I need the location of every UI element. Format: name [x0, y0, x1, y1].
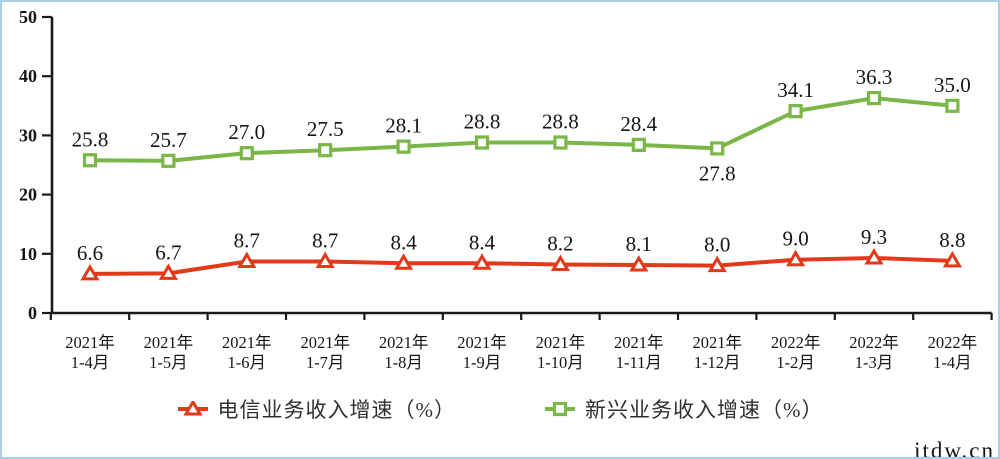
data-label-telecom: 8.8: [939, 228, 965, 252]
square-marker-emerging: [82, 153, 98, 168]
y-tick-label: 0: [28, 303, 37, 323]
triangle-marker-telecom: [942, 250, 963, 268]
data-label-telecom: 8.2: [547, 231, 573, 255]
x-category-label: 2021年 1-4月: [65, 333, 115, 372]
triangle-marker-icon: [177, 401, 208, 416]
x-category-label: 2022年 1-2月: [771, 333, 821, 372]
legend-label-telecom: 电信业务收入增速（%）: [217, 398, 456, 422]
square-marker-emerging: [866, 91, 882, 106]
y-tick-label: 30: [19, 125, 37, 145]
triangle-marker-telecom: [393, 253, 414, 270]
square-marker-emerging: [631, 137, 646, 152]
x-category-label: 2021年 1-12月: [692, 333, 742, 372]
data-label-emerging: 35.0: [934, 73, 971, 97]
square-marker-emerging: [161, 153, 176, 168]
data-label-telecom: 8.0: [704, 233, 730, 257]
triangle-marker-telecom: [158, 263, 179, 280]
y-tick-label: 40: [19, 66, 37, 86]
triangle-marker-telecom: [472, 253, 492, 270]
y-tick-label: 50: [19, 7, 37, 27]
triangle-marker-telecom: [629, 255, 649, 272]
square-marker-emerging: [318, 143, 333, 158]
x-category-label: 2021年 1-10月: [536, 333, 586, 372]
legend-square-icon: [552, 401, 568, 417]
x-category-label: 2021年 1-11月: [614, 333, 664, 372]
data-label-emerging: 28.4: [620, 112, 657, 136]
square-marker-emerging: [710, 141, 725, 156]
triangle-marker-telecom: [707, 255, 727, 273]
data-label-telecom: 9.0: [782, 227, 808, 251]
series-line-telecom: [89, 255, 953, 276]
x-category-label: 2021年 1-5月: [144, 333, 194, 372]
legend-label-emerging: 新兴业务收入增速（%）: [585, 398, 824, 422]
x-category-label: 2021年 1-6月: [222, 333, 272, 372]
data-label-emerging: 28.8: [542, 110, 579, 134]
data-label-emerging: 27.5: [307, 117, 344, 141]
y-tick-label: 20: [19, 185, 37, 205]
data-label-telecom: 9.3: [861, 225, 887, 249]
x-category-label: 2021年 1-9月: [457, 333, 507, 372]
x-category-label: 2022年 1-3月: [849, 333, 899, 372]
square-marker-emerging: [788, 104, 803, 119]
triangle-marker-telecom: [785, 249, 806, 267]
data-label-emerging: 28.1: [385, 114, 422, 138]
square-marker-emerging: [396, 139, 411, 154]
data-label-emerging: 36.3: [856, 65, 893, 89]
square-marker-emerging: [553, 135, 568, 150]
data-label-emerging: 27.0: [228, 120, 265, 144]
data-label-telecom: 6.7: [155, 240, 181, 264]
square-marker-icon: [545, 401, 575, 417]
y-tick-label: 10: [19, 244, 37, 264]
legend-item-emerging: 新兴业务收入增速（%）: [544, 394, 824, 424]
data-label-telecom: 8.7: [312, 228, 338, 252]
data-label-telecom: 8.1: [626, 232, 652, 256]
data-label-telecom: 8.4: [390, 230, 417, 254]
series-line-emerging: [89, 96, 953, 163]
triangle-marker-telecom: [315, 251, 335, 268]
triangle-marker-telecom: [237, 251, 257, 268]
data-label-telecom: 8.4: [469, 230, 496, 254]
triangle-marker-telecom: [550, 254, 571, 271]
x-category-label: 2022年 1-4月: [928, 333, 978, 372]
square-marker-emerging: [945, 98, 960, 113]
line-chart: 0 10 20 30 40 50 2021年 1-4月 2021年 1-5月 2021年 1-6月 20…: [19, 7, 993, 372]
data-label-telecom: 8.7: [234, 228, 260, 252]
data-label-emerging: 34.1: [777, 78, 814, 102]
data-label-emerging: 25.8: [72, 127, 109, 151]
data-label-telecom: 6.6: [77, 241, 103, 265]
data-label-emerging: 27.8: [699, 161, 736, 185]
x-category-label: 2021年 1-7月: [300, 333, 350, 372]
data-label-emerging: 25.7: [150, 128, 187, 152]
legend-item-telecom: 电信业务收入增速（%）: [177, 394, 457, 424]
legend-triangle-icon: [182, 401, 203, 416]
data-label-emerging: 28.8: [464, 110, 501, 134]
triangle-marker-telecom: [80, 263, 100, 281]
chart-legend: 电信业务收入增速（%） 新兴业务收入增速（%）: [2, 394, 998, 424]
square-marker-emerging: [474, 135, 490, 150]
square-marker-emerging: [239, 146, 254, 161]
x-category-label: 2021年 1-8月: [379, 333, 429, 372]
watermark: itdw.cn: [914, 438, 995, 459]
triangle-marker-telecom: [864, 247, 884, 265]
